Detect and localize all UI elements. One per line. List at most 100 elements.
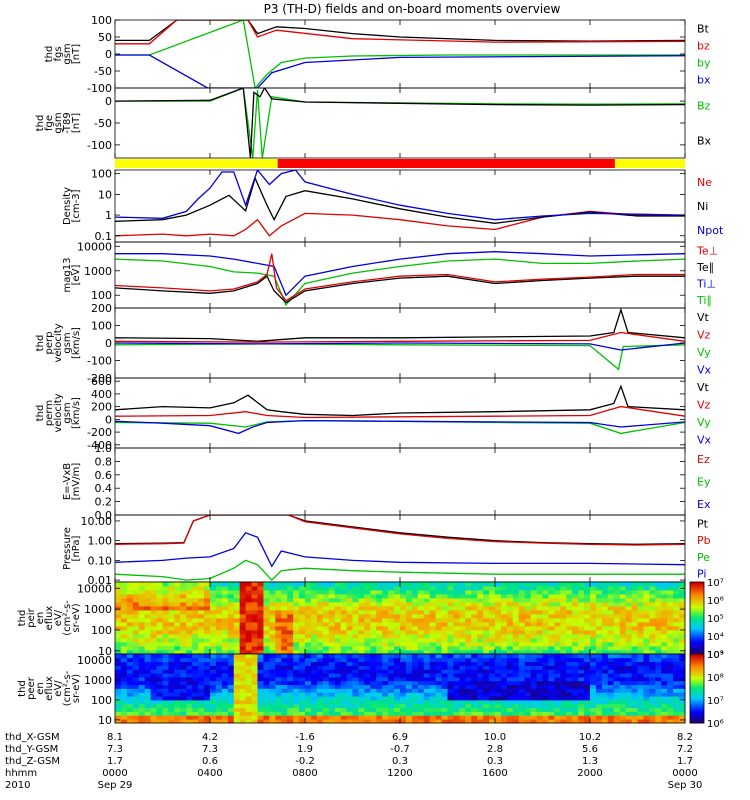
spectrogram-cell <box>263 688 270 693</box>
spectrogram-cell <box>287 646 294 651</box>
spectrogram-cell <box>174 696 181 701</box>
spectrogram-cell <box>566 661 573 666</box>
spectrogram-cell <box>673 707 680 712</box>
spectrogram-cell <box>174 700 181 705</box>
colorbar-cell <box>690 679 704 683</box>
spectrogram-cell <box>162 700 169 705</box>
spectrogram-cell <box>572 582 579 587</box>
spectrogram-cell <box>310 703 318 709</box>
spectrogram-cell <box>382 594 389 599</box>
spectrogram-cell <box>275 638 282 643</box>
spectrogram-cell <box>287 696 294 701</box>
spectrogram-cell <box>144 707 152 712</box>
spectrogram-cell <box>233 715 241 720</box>
spectrogram-cell <box>221 586 229 591</box>
spectrogram-cell <box>560 598 567 603</box>
spectrogram-cell <box>299 677 306 682</box>
spectrogram-cell <box>204 642 211 647</box>
spectrogram-cell <box>643 661 650 666</box>
spectrogram-cell <box>352 594 359 599</box>
spectrogram-cell <box>400 582 407 587</box>
spectrogram-cell <box>299 680 306 686</box>
legend-entry-Ti⊥: Ti⊥ <box>696 277 716 290</box>
colorbar-cell <box>690 709 704 712</box>
spectrogram-cell <box>566 654 573 659</box>
spectrogram-cell <box>168 634 175 639</box>
spectrogram-cell <box>239 700 247 705</box>
spectrogram-cell <box>483 630 490 635</box>
spectrogram-cell <box>601 650 609 655</box>
spectrogram-cell <box>198 646 205 651</box>
spectrogram-cell <box>405 646 413 651</box>
spectrogram-cell <box>584 673 591 678</box>
spectrogram-cell <box>162 586 169 591</box>
spectrogram-cell <box>673 661 680 666</box>
spectrogram-cell <box>115 614 122 619</box>
spectrogram-cell <box>400 602 407 607</box>
spectrogram-cell <box>595 598 603 603</box>
spectrogram-cell <box>512 707 520 712</box>
spectrogram-cell <box>566 677 573 682</box>
spectrogram-cell <box>417 684 425 689</box>
spectrogram-cell <box>548 594 555 599</box>
spectrogram-cell <box>305 626 312 631</box>
series-line-Bt <box>115 20 685 42</box>
y-tick-label: -100 <box>87 82 112 95</box>
spectrogram-cell <box>233 669 241 674</box>
spectrogram-cell <box>340 646 347 651</box>
spectrogram-cell <box>459 594 466 599</box>
spectrogram-cell <box>144 696 152 701</box>
spectrogram-cell <box>210 688 217 693</box>
spectrogram-cell <box>631 634 638 639</box>
spectrogram-cell <box>322 634 330 639</box>
spectrogram-cell <box>382 700 389 705</box>
spectrogram-cell <box>221 630 229 635</box>
spectrogram-cell <box>601 715 609 720</box>
spectrogram-cell <box>423 680 431 686</box>
spectrogram-cell <box>245 634 252 639</box>
spectrogram-cell <box>138 638 146 643</box>
spectrogram-cell <box>227 688 235 693</box>
spectrogram-cell <box>215 680 223 686</box>
spectrogram-cell <box>400 707 407 712</box>
spectrogram-cell <box>489 618 496 623</box>
spectrogram-cell <box>661 692 668 697</box>
spectrogram-cell <box>631 680 638 686</box>
spectrogram-cell <box>465 610 472 615</box>
spectrogram-cell <box>400 622 407 627</box>
spectrogram-cell <box>560 618 567 623</box>
spectrogram-cell <box>649 590 656 595</box>
spectrogram-cell <box>210 661 217 666</box>
spectrogram-cell <box>595 654 603 659</box>
spectrogram-cell <box>132 707 140 712</box>
panel-mode-bar <box>115 159 685 168</box>
spectrogram-cell <box>423 719 431 724</box>
spectrogram-cell <box>394 707 401 712</box>
spectrogram-cell <box>566 606 573 611</box>
spectrogram-cell <box>138 696 146 701</box>
spectrogram-cell <box>530 606 537 611</box>
spectrogram-cell <box>637 650 644 655</box>
spectrogram-cell <box>346 661 353 666</box>
spectrogram-cell <box>221 614 229 619</box>
spectrogram-cell <box>500 642 508 647</box>
spectrogram-cell <box>376 598 383 603</box>
spectrogram-cell <box>643 669 650 674</box>
spectrogram-cell <box>524 692 532 697</box>
spectrogram-cell <box>394 665 401 670</box>
spectrogram-cell <box>625 622 632 627</box>
spectrogram-cell <box>287 618 294 623</box>
spectrogram-cell <box>150 680 157 686</box>
spectrogram-cell <box>637 657 644 663</box>
spectrogram-cell <box>227 638 235 643</box>
colorbar-cell <box>690 663 704 666</box>
spectrogram-cell <box>489 582 496 587</box>
spectrogram-cell <box>655 638 662 643</box>
spectrogram-cell <box>186 610 193 615</box>
spectrogram-cell <box>405 654 413 659</box>
spectrogram-cell <box>376 602 383 607</box>
spectrogram-cell <box>162 665 169 670</box>
spectrogram-cell <box>299 594 306 599</box>
spectrogram-cell <box>174 650 181 655</box>
spectrogram-cell <box>572 630 579 635</box>
